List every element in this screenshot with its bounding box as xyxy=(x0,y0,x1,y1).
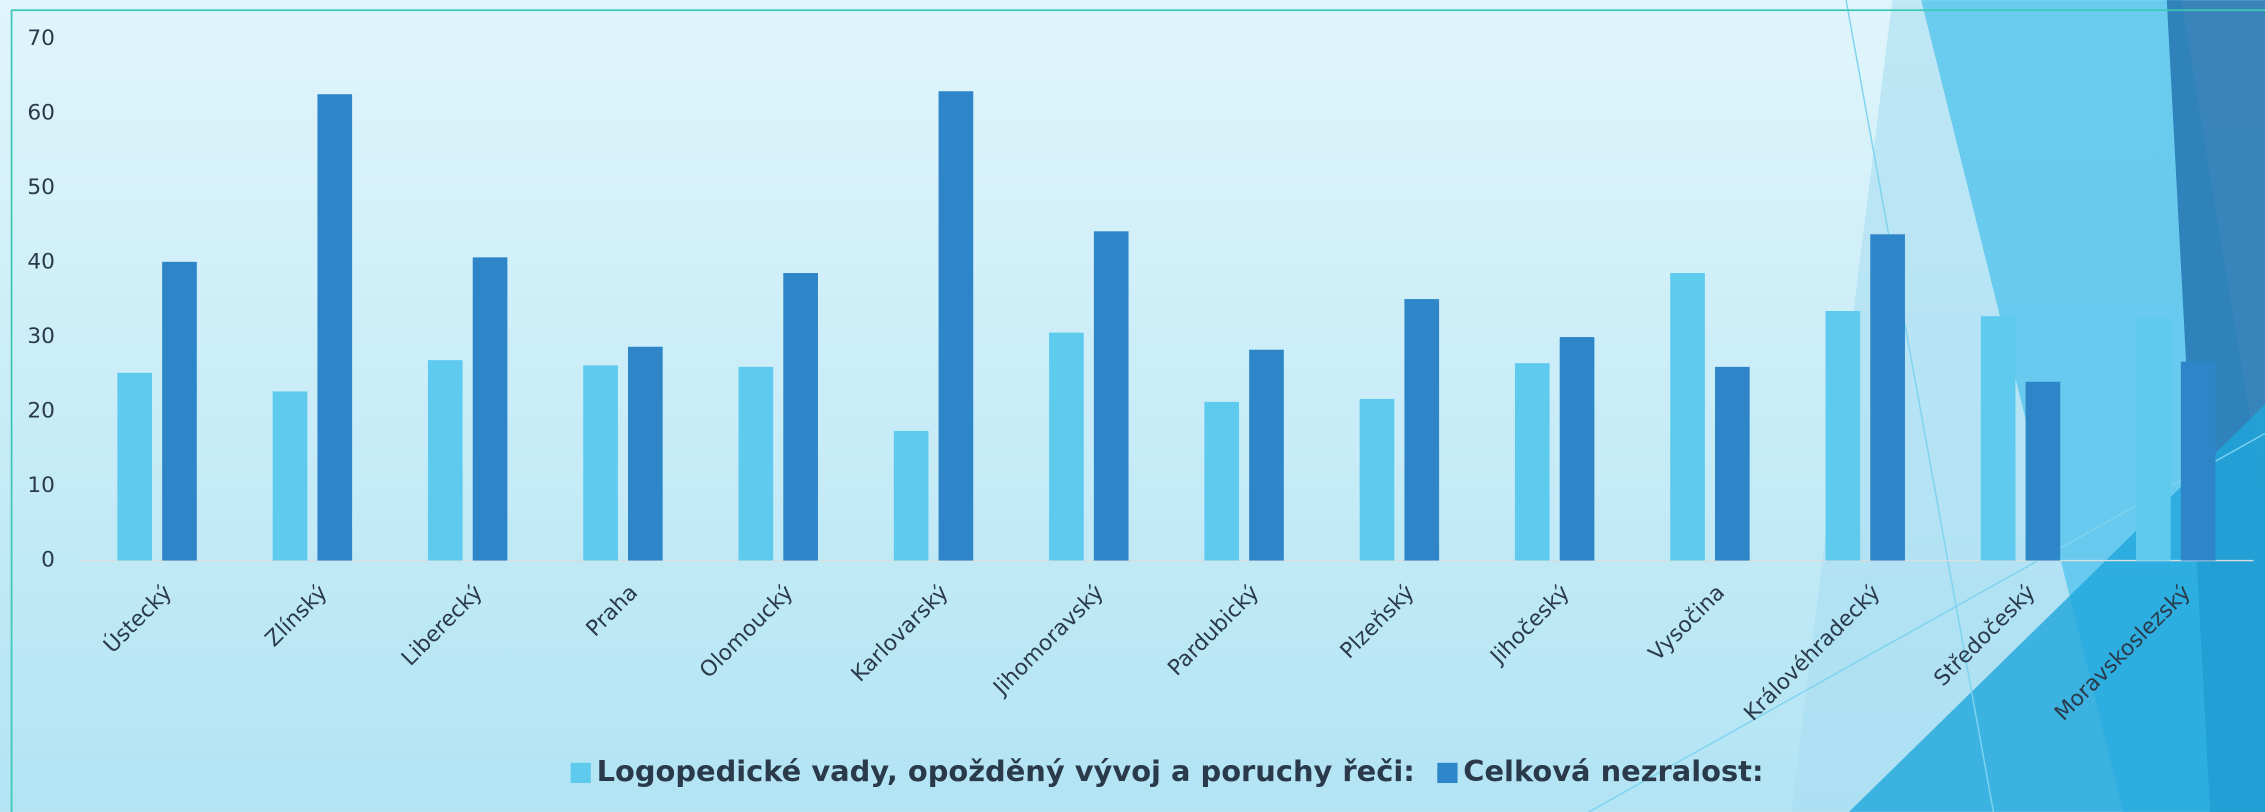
y-tick-label: 0 xyxy=(41,548,55,573)
y-tick-label: 30 xyxy=(27,324,55,349)
bar xyxy=(272,391,308,561)
bar xyxy=(1049,332,1084,561)
bar xyxy=(2136,317,2171,561)
bar xyxy=(1825,311,1861,561)
bar xyxy=(117,372,153,561)
legend-swatch xyxy=(570,762,591,784)
legend-swatch xyxy=(1437,762,1458,784)
y-tick-label: 70 xyxy=(27,26,55,51)
bar xyxy=(472,257,508,561)
bar xyxy=(783,273,818,561)
bar xyxy=(1514,363,1550,561)
bar xyxy=(893,430,929,561)
bar xyxy=(1670,273,1705,561)
y-tick-label: 10 xyxy=(27,473,55,498)
bar xyxy=(628,346,663,561)
y-tick-label: 50 xyxy=(27,175,55,200)
bar xyxy=(1404,299,1440,561)
bar xyxy=(1715,366,1750,561)
frame xyxy=(10,9,2265,812)
bar xyxy=(162,261,197,561)
bar xyxy=(1980,316,2016,561)
bar xyxy=(1249,349,1284,561)
y-tick-label: 60 xyxy=(27,101,55,126)
y-tick-label: 20 xyxy=(27,399,55,424)
bar xyxy=(738,366,774,561)
bar xyxy=(1559,337,1595,561)
bar xyxy=(583,365,618,561)
legend-label: Celková nezralost: xyxy=(1463,754,1763,788)
bar xyxy=(2180,361,2216,561)
bar xyxy=(427,360,463,561)
legend-label: Logopedické vady, opožděný vývoj a poruc… xyxy=(597,754,1415,788)
bar xyxy=(938,91,974,561)
bar xyxy=(2025,381,2061,561)
bar xyxy=(1093,231,1129,561)
bar xyxy=(317,94,353,561)
bar xyxy=(1359,398,1395,561)
bar xyxy=(1204,401,1240,561)
bar xyxy=(1870,234,1905,561)
y-tick-label: 40 xyxy=(27,250,55,275)
